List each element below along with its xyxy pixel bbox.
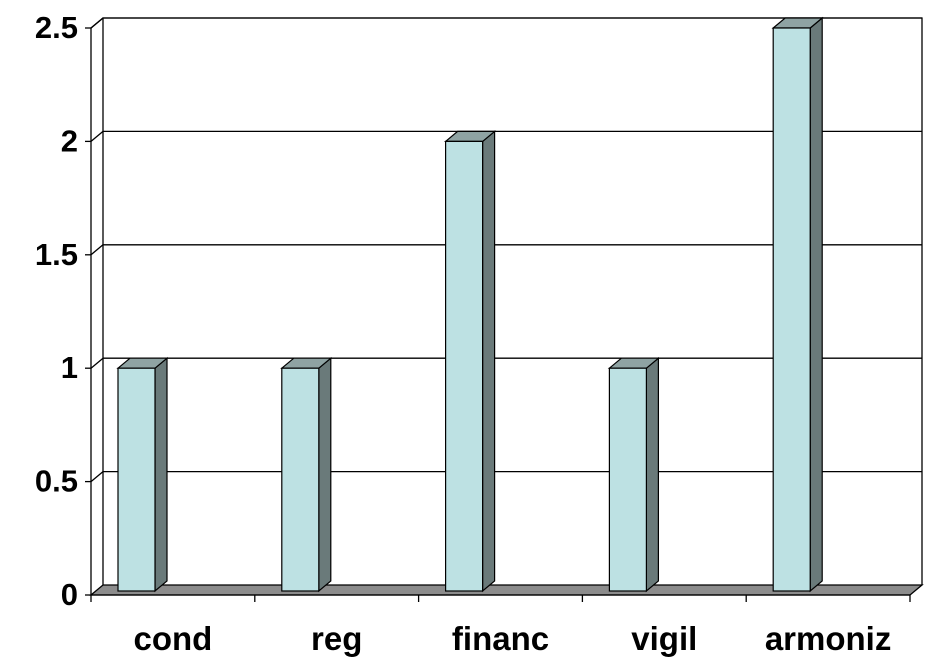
back-wall [102,17,923,585]
bar-side [318,356,332,593]
bar [281,367,320,592]
x-tick-label: reg [311,620,362,657]
y-tick-label: 0.5 [35,464,78,499]
bar-side [645,356,660,593]
bar-side [809,16,823,593]
gridline-side [90,357,104,369]
gridline-side [90,130,104,142]
side-wall-top [90,17,104,29]
y-tick-label: 1 [61,350,78,385]
gridline-side [90,471,104,483]
x-tick-label: armoniz [765,620,892,657]
labels: 0 0.5 1 1.5 2 2.5 cond reg financ vigil armoniz [35,10,891,657]
bar [772,27,811,592]
bars [116,16,824,593]
bar [117,367,156,592]
y-tick-label: 2.5 [35,10,78,45]
x-tick-label: financ [452,620,549,657]
x-tick-label: cond [133,620,212,657]
bar-side [154,356,168,593]
gridline-side [90,244,104,256]
y-tick-label: 1.5 [35,237,78,272]
bar [608,367,648,592]
bar-side [482,130,496,593]
bar [445,140,484,592]
y-tick-label: 2 [61,123,78,158]
y-tick-label: 0 [61,577,78,612]
x-tick-label: vigil [631,620,697,657]
